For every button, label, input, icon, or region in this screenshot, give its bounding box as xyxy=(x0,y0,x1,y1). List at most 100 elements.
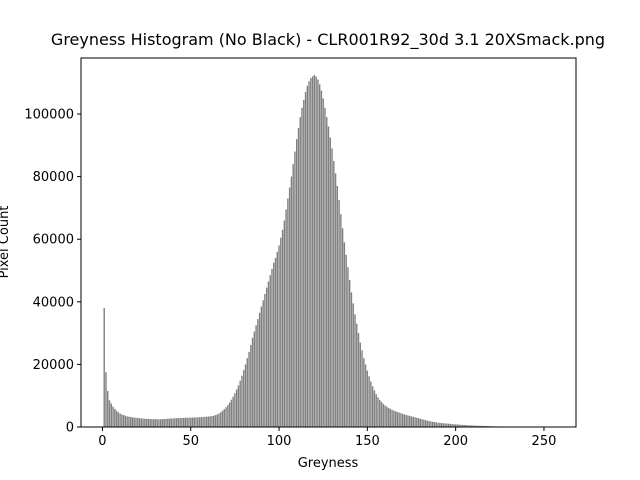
bar xyxy=(114,408,116,427)
bar xyxy=(431,421,434,427)
bar xyxy=(273,262,275,427)
bar xyxy=(331,148,333,427)
bar xyxy=(107,391,109,427)
bar xyxy=(453,424,455,427)
bar xyxy=(243,370,245,427)
bar xyxy=(458,424,460,427)
bar xyxy=(138,418,141,427)
bar xyxy=(133,417,135,427)
bar xyxy=(405,414,407,427)
bar xyxy=(370,381,372,427)
bar xyxy=(221,410,224,427)
bar xyxy=(391,409,393,427)
plot-frame xyxy=(80,57,577,428)
bar xyxy=(202,416,204,427)
bar xyxy=(257,319,259,427)
bar xyxy=(479,425,482,427)
bar xyxy=(373,390,376,427)
bar xyxy=(341,228,344,427)
bar xyxy=(285,209,287,427)
bar xyxy=(119,413,121,427)
bar xyxy=(278,245,280,427)
bar xyxy=(306,85,309,427)
bar xyxy=(414,417,416,427)
bar xyxy=(190,417,192,427)
bar xyxy=(465,425,467,427)
bar xyxy=(122,415,125,427)
bar xyxy=(145,418,148,427)
bar xyxy=(251,337,254,427)
bar xyxy=(483,425,485,427)
bar xyxy=(329,137,331,427)
bar xyxy=(424,420,427,427)
bar xyxy=(437,422,439,427)
bar xyxy=(181,417,183,427)
bar xyxy=(400,413,402,427)
bar xyxy=(137,417,139,427)
bar xyxy=(379,399,381,427)
bar xyxy=(364,364,367,427)
bar xyxy=(348,279,351,427)
bar xyxy=(463,424,466,427)
bar xyxy=(398,412,400,427)
bar xyxy=(158,419,160,427)
bar xyxy=(409,415,411,427)
bar xyxy=(447,423,450,427)
bar xyxy=(163,419,165,427)
bar xyxy=(170,418,173,427)
bar xyxy=(246,358,248,427)
bar xyxy=(126,416,128,427)
bar xyxy=(469,425,471,427)
bar xyxy=(188,417,190,427)
bar xyxy=(299,117,301,427)
bar xyxy=(311,76,314,428)
bar xyxy=(340,214,342,427)
bar xyxy=(267,281,270,427)
bar xyxy=(283,220,286,427)
bar xyxy=(446,423,448,427)
bar xyxy=(244,364,247,427)
bar xyxy=(151,419,153,427)
bar xyxy=(324,107,326,427)
bar xyxy=(338,200,340,427)
bar xyxy=(416,417,418,427)
y-tick-label: 100000 xyxy=(24,108,74,123)
bar xyxy=(371,386,374,427)
bar xyxy=(290,176,293,427)
bar xyxy=(144,418,146,427)
bar xyxy=(237,385,240,427)
chart-title: Greyness Histogram (No Black) - CLR001R9… xyxy=(51,30,605,50)
bar xyxy=(315,76,317,428)
bar xyxy=(239,380,241,427)
bar xyxy=(433,421,436,427)
bar xyxy=(204,416,206,427)
bar xyxy=(320,90,323,427)
bar xyxy=(384,405,386,427)
bar xyxy=(195,417,197,427)
bar xyxy=(294,151,296,428)
bar xyxy=(255,325,257,427)
bar xyxy=(264,293,266,427)
bar xyxy=(417,418,420,427)
bar xyxy=(140,418,143,427)
x-tick-label: 100 xyxy=(267,434,292,449)
bar xyxy=(326,117,328,427)
bar xyxy=(262,300,264,427)
bar xyxy=(401,413,404,427)
bar xyxy=(280,237,282,427)
bar xyxy=(363,358,365,427)
bar xyxy=(207,416,210,427)
bar xyxy=(435,422,437,427)
bar xyxy=(154,419,157,427)
bar xyxy=(115,410,118,427)
bar xyxy=(131,417,134,427)
bar xyxy=(442,423,445,427)
bar xyxy=(456,424,459,427)
bar xyxy=(212,415,215,427)
bar xyxy=(147,418,150,427)
bar xyxy=(481,425,483,427)
bar xyxy=(117,412,120,427)
bar xyxy=(347,267,349,427)
bar xyxy=(129,416,132,427)
